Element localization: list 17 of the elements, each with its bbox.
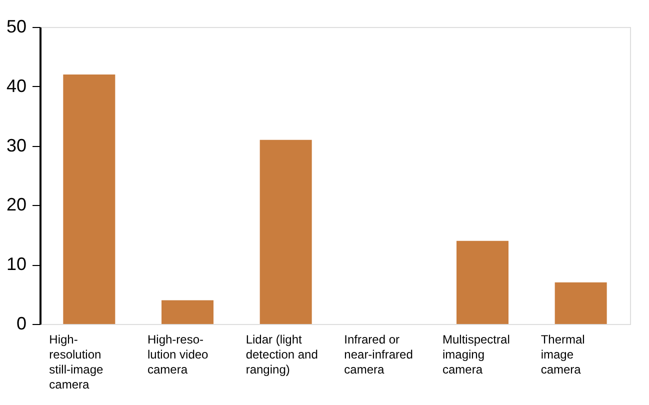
- y-tick-label: 0: [16, 314, 26, 334]
- y-tick-label: 10: [6, 254, 26, 274]
- y-tick-label: 20: [6, 194, 26, 215]
- x-tick-label: High-reso- lution video camera: [148, 332, 209, 376]
- x-tick-label: Thermal image camera: [540, 332, 585, 376]
- y-tick-label: 40: [6, 76, 26, 96]
- bar: [162, 300, 214, 324]
- x-tick-label: Multispectral imaging camera: [442, 332, 510, 376]
- bar: [63, 74, 116, 324]
- x-tick-label: Infrared or near-infrared camera: [344, 332, 413, 376]
- bar: [554, 282, 607, 324]
- x-tick-label: High- resolution still-image camera: [49, 332, 104, 392]
- y-tick-label: 50: [6, 16, 26, 36]
- bar: [260, 140, 312, 324]
- x-tick-label: Lidar (light detection and ranging): [246, 332, 318, 376]
- bar: [456, 240, 508, 324]
- y-tick-label: 30: [6, 135, 26, 156]
